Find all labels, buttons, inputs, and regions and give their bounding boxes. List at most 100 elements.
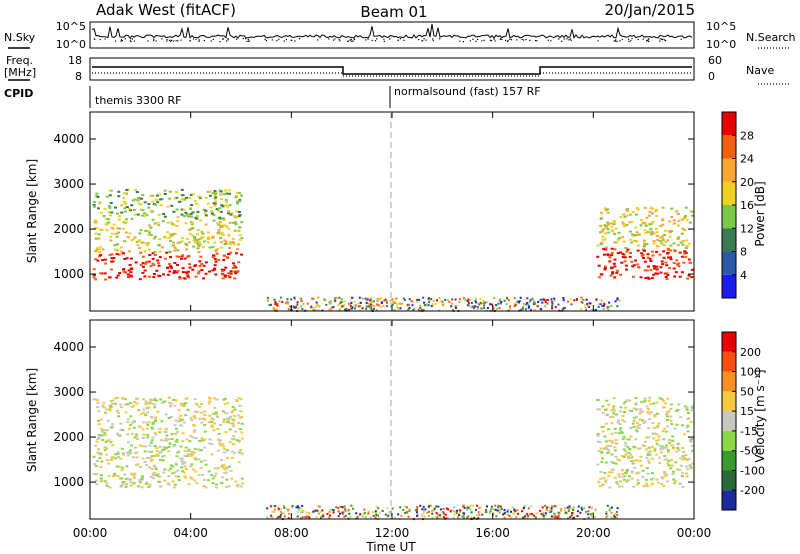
- data-cell: [127, 269, 131, 272]
- data-cell: [644, 478, 648, 481]
- data-cell: [95, 192, 99, 195]
- scatter-cell: [375, 513, 378, 516]
- data-cell: [214, 260, 218, 263]
- data-cell: [175, 196, 179, 199]
- data-cell: [630, 260, 634, 263]
- data-cell: [151, 423, 155, 425]
- data-cell: [677, 265, 681, 268]
- data-cell: [200, 263, 204, 265]
- data-cell: [126, 454, 130, 457]
- nsearch-dot: [265, 40, 267, 42]
- data-cell: [604, 479, 608, 482]
- data-cell: [625, 470, 629, 472]
- data-cell: [240, 422, 244, 425]
- data-cell: [156, 410, 160, 413]
- data-cell: [616, 483, 620, 486]
- data-cell: [129, 481, 133, 484]
- scatter-cell: [494, 508, 497, 511]
- scatter-cell: [615, 516, 618, 519]
- scatter-cell: [363, 511, 366, 514]
- data-cell: [200, 421, 204, 424]
- data-cell: [103, 480, 107, 483]
- scatter-cell: [423, 510, 425, 513]
- nsearch-dot: [568, 39, 570, 41]
- data-cell: [663, 406, 666, 409]
- scatter-cell: [455, 512, 458, 515]
- scatter-cell: [353, 301, 356, 304]
- data-cell: [681, 447, 684, 449]
- data-cell: [105, 453, 109, 456]
- data-cell: [219, 198, 223, 201]
- data-cell: [105, 221, 109, 224]
- data-cell: [99, 479, 103, 482]
- scatter-cell: [489, 510, 492, 513]
- scatter-cell: [545, 299, 548, 301]
- data-cell: [596, 399, 599, 401]
- data-cell: [213, 194, 217, 197]
- scatter-cell: [514, 509, 517, 512]
- scatter-cell: [299, 507, 302, 510]
- data-cell: [621, 473, 625, 476]
- data-cell: [619, 273, 623, 276]
- data-cell: [629, 252, 632, 254]
- scatter-cell: [503, 299, 506, 302]
- nsearch-dot: [630, 40, 632, 42]
- data-cell: [224, 431, 228, 434]
- scatter-cell: [478, 507, 481, 509]
- data-cell: [158, 193, 162, 196]
- data-cell: [645, 269, 649, 272]
- data-cell: [95, 473, 99, 476]
- scatter-cell: [499, 505, 502, 508]
- scatter-cell: [445, 507, 448, 510]
- scatter-cell: [339, 301, 342, 304]
- data-cell: [643, 206, 647, 209]
- data-cell: [640, 252, 644, 255]
- data-cell: [649, 269, 653, 272]
- data-cell: [179, 445, 183, 448]
- data-cell: [638, 424, 642, 426]
- data-cell: [645, 484, 649, 487]
- nsearch-dot: [563, 38, 565, 40]
- data-cell: [171, 480, 175, 483]
- data-cell: [209, 206, 213, 209]
- data-cell: [166, 273, 170, 276]
- data-cell: [229, 415, 232, 418]
- data-cell: [610, 247, 614, 250]
- data-cell: [207, 236, 211, 239]
- nsearch-dot: [477, 38, 479, 40]
- nsearch-dot: [99, 38, 101, 41]
- data-cell: [225, 467, 229, 470]
- data-cell: [163, 215, 167, 218]
- scatter-cell: [458, 300, 461, 303]
- data-cell: [190, 215, 194, 218]
- scatter-cell: [616, 513, 619, 516]
- data-cell: [601, 228, 605, 231]
- data-cell: [176, 242, 180, 245]
- data-cell: [161, 246, 165, 249]
- scatter-cell: [523, 516, 526, 519]
- scatter-cell: [281, 301, 284, 303]
- data-cell: [152, 263, 156, 266]
- data-cell: [172, 241, 175, 244]
- data-cell: [195, 202, 199, 205]
- data-cell: [203, 240, 206, 243]
- data-cell: [183, 421, 186, 424]
- nsearch-dot: [104, 38, 106, 40]
- data-cell: [661, 263, 665, 266]
- scatter-cell: [370, 299, 373, 302]
- data-cell: [103, 446, 107, 449]
- data-cell: [601, 412, 605, 415]
- scatter-cell: [541, 511, 544, 514]
- data-cell: [142, 411, 146, 414]
- scatter-cell: [376, 297, 379, 300]
- data-cell: [169, 416, 173, 418]
- x-tick-label: 04:00: [173, 526, 208, 540]
- scatter-cell: [399, 506, 402, 509]
- data-cell: [624, 246, 628, 249]
- data-cell: [666, 462, 670, 465]
- scatter-cell: [439, 514, 442, 517]
- data-cell: [174, 399, 178, 402]
- data-cell: [94, 232, 98, 235]
- data-cell: [175, 191, 179, 194]
